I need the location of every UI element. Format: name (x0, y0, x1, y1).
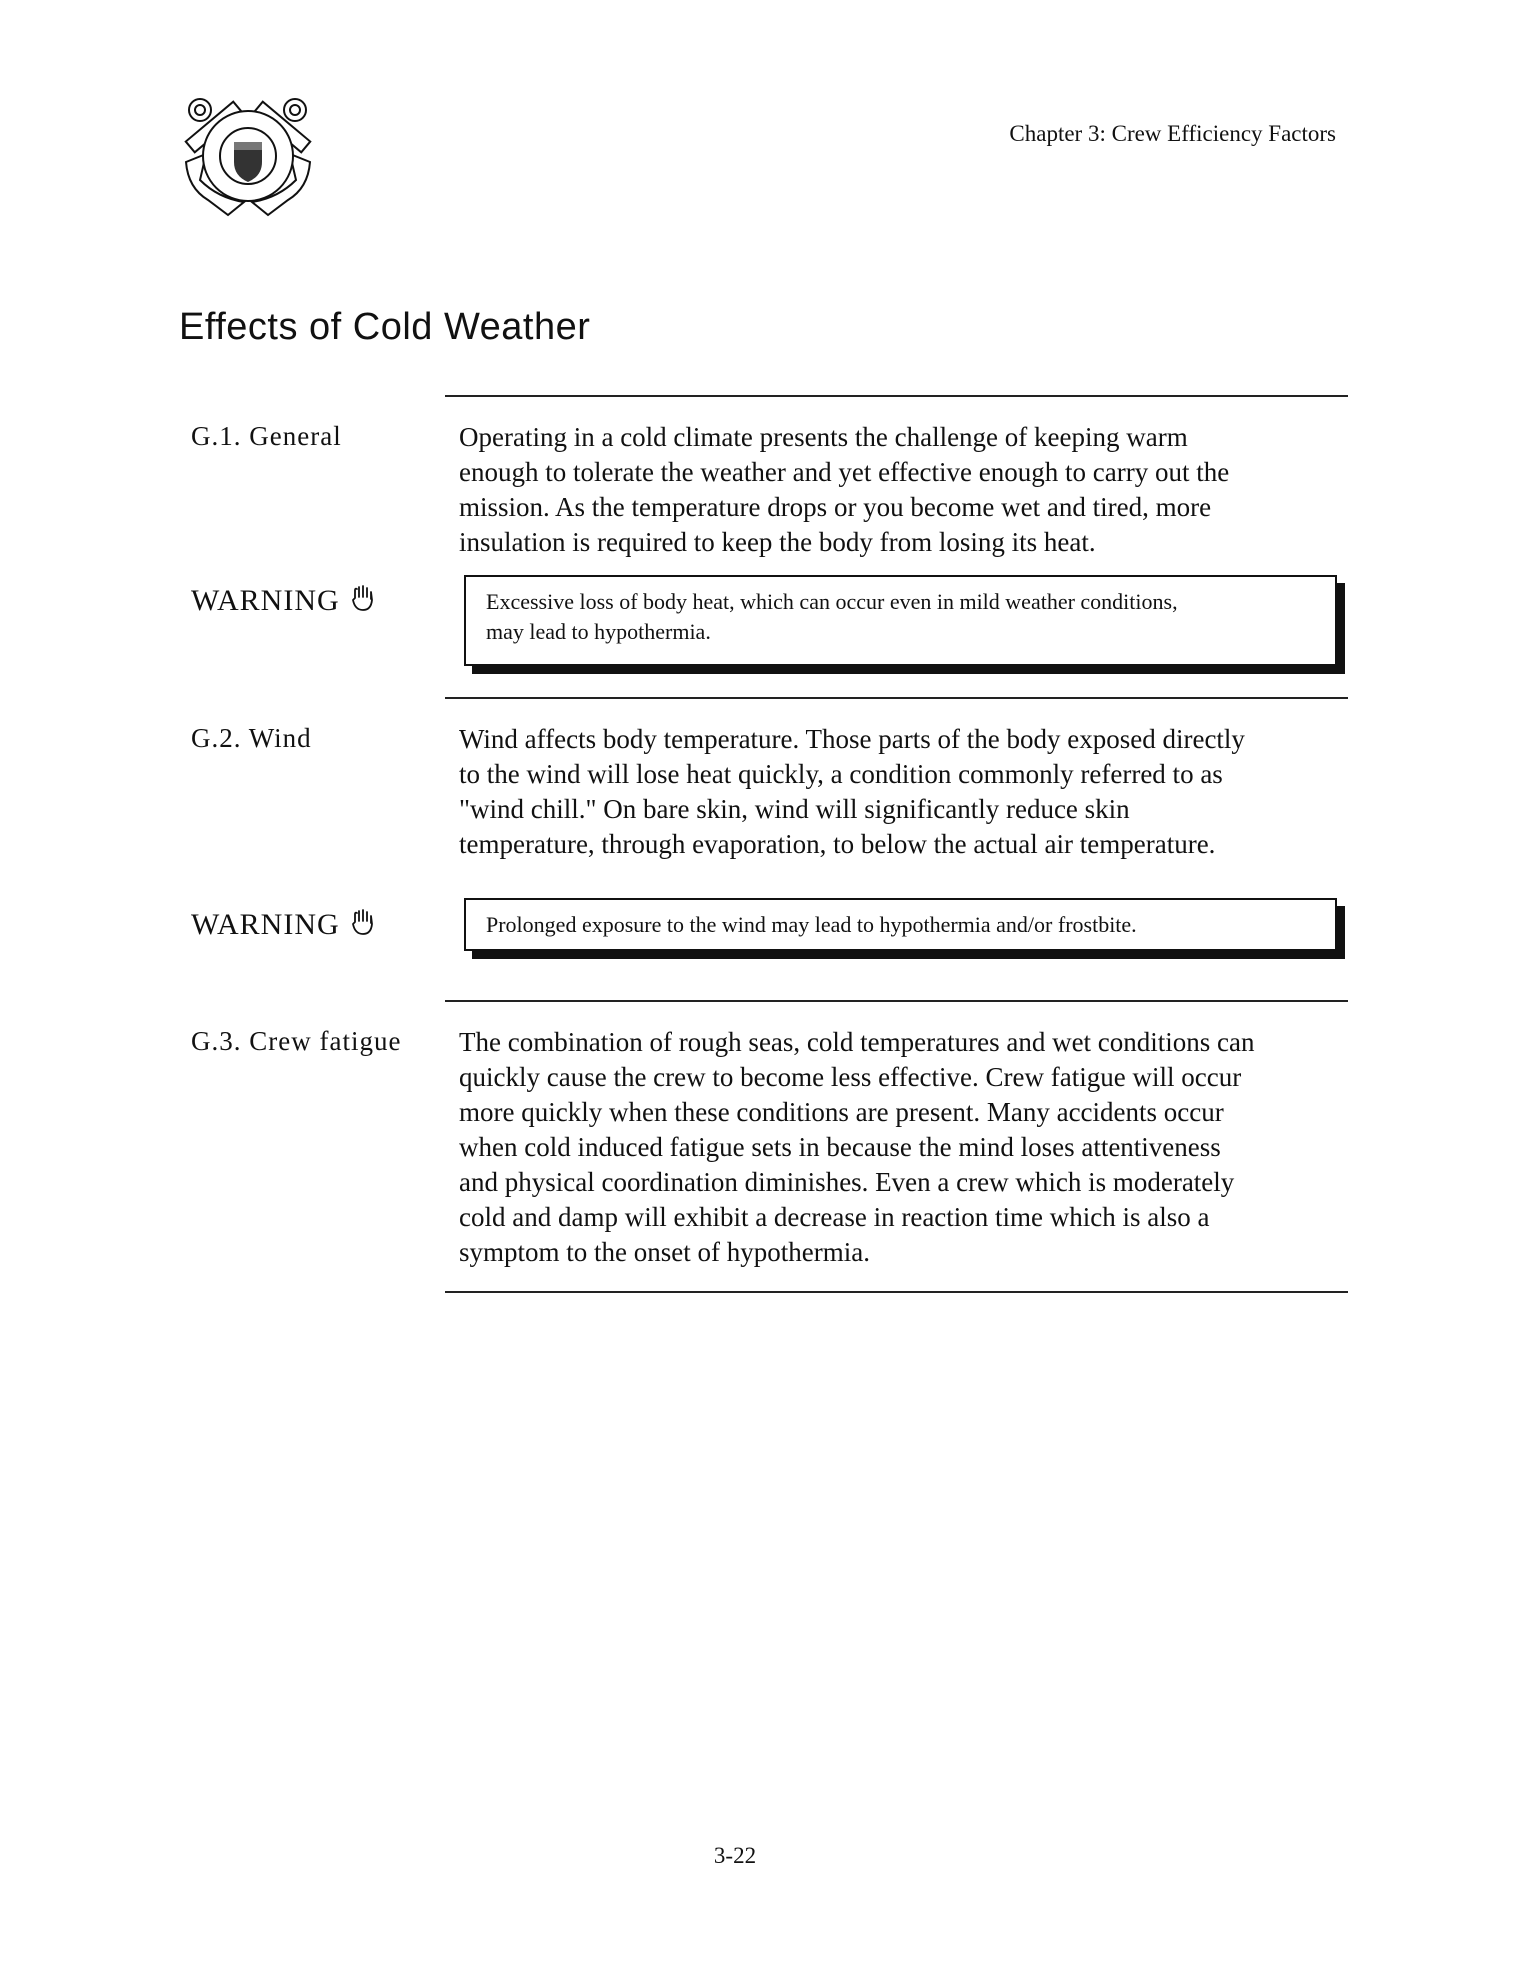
text-line: enough to tolerate the weather and yet e… (459, 457, 1230, 487)
warning-text: WARNING (191, 584, 340, 617)
text-line: to the wind will lose heat quickly, a co… (459, 759, 1223, 789)
divider (445, 395, 1348, 397)
section-body-general: Operating in a cold climate presents the… (459, 420, 1349, 560)
hand-icon (351, 585, 373, 611)
text-line: symptom to the onset of hypothermia. (459, 1237, 870, 1267)
text-line: Prolonged exposure to the wind may lead … (486, 912, 1137, 937)
text-line: insulation is required to keep the body … (459, 527, 1096, 557)
warning-box-frostbite: Prolonged exposure to the wind may lead … (464, 898, 1337, 951)
page-number: 3-22 (713, 1843, 757, 1868)
coast-guard-logo (184, 98, 312, 217)
text-line: when cold induced fatigue sets in becaus… (459, 1132, 1221, 1162)
text-line: cold and damp will exhibit a decrease in… (459, 1202, 1210, 1232)
divider (445, 697, 1348, 699)
section-label-general: G.1. General (191, 421, 342, 451)
text-line: may lead to hypothermia. (486, 619, 711, 644)
section-label-crew-fatigue: G.3. Crew fatigue (191, 1026, 402, 1056)
text-line: "wind chill." On bare skin, wind will si… (459, 794, 1130, 824)
text-line: and physical coordination diminishes. Ev… (459, 1167, 1235, 1197)
section-body-wind: Wind affects body temperature. Those par… (459, 722, 1349, 862)
text-line: mission. As the temperature drops or you… (459, 492, 1212, 522)
divider (445, 1291, 1348, 1293)
text-line: temperature, through evaporation, to bel… (459, 829, 1216, 859)
section-label-wind: G.2. Wind (191, 723, 312, 753)
text-line: Wind affects body temperature. Those par… (459, 724, 1245, 754)
warning-text: WARNING (191, 908, 340, 941)
chapter-header: Chapter 3: Crew Efficiency Factors (1009, 121, 1336, 146)
warning-label: WARNING (191, 908, 376, 942)
page-title: Effects of Cold Weather (179, 306, 591, 348)
text-line: Excessive loss of body heat, which can o… (486, 589, 1178, 614)
section-body-crew-fatigue: The combination of rough seas, cold temp… (459, 1025, 1349, 1270)
hand-icon (351, 909, 373, 935)
warning-box-hypothermia: Excessive loss of body heat, which can o… (464, 575, 1337, 666)
text-line: more quickly when these conditions are p… (459, 1097, 1224, 1127)
text-line: Operating in a cold climate presents the… (459, 422, 1188, 452)
warning-label: WARNING (191, 584, 376, 618)
text-line: quickly cause the crew to become less ef… (459, 1062, 1242, 1092)
text-line: The combination of rough seas, cold temp… (459, 1027, 1255, 1057)
divider (445, 1000, 1348, 1002)
